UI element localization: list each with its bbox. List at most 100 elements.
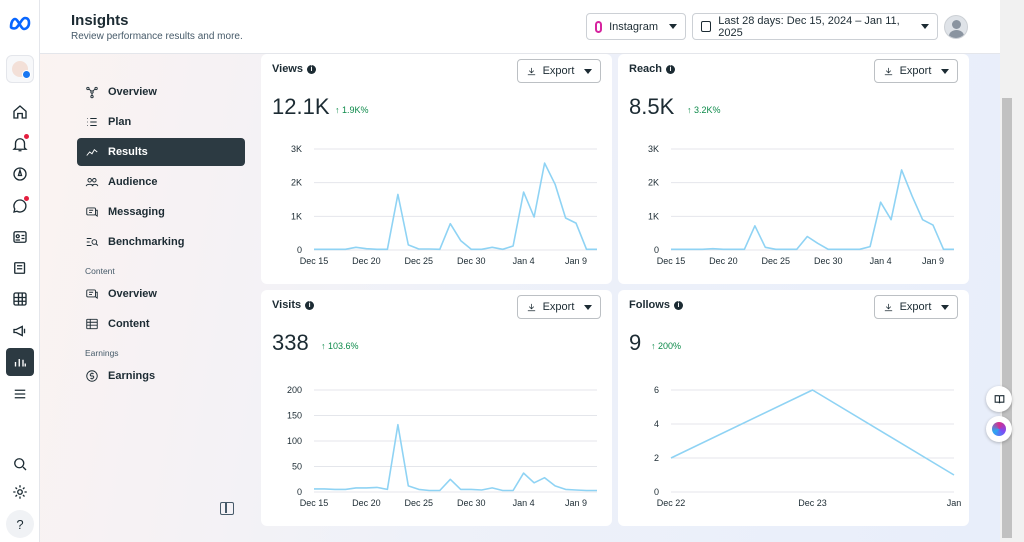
y-tick-label: 100 bbox=[287, 436, 302, 446]
nav-overview[interactable]: Overview bbox=[77, 78, 245, 106]
meta-ai-icon[interactable] bbox=[986, 416, 1012, 442]
meta-logo-icon[interactable] bbox=[6, 10, 34, 38]
y-tick-label: 4 bbox=[654, 419, 659, 429]
trend-icon bbox=[86, 148, 98, 156]
x-tick-label: Jan 9 bbox=[565, 256, 587, 266]
benchmark-icon bbox=[86, 238, 99, 246]
info-icon[interactable]: i bbox=[673, 300, 683, 310]
reach-export-button[interactable]: Export bbox=[874, 59, 958, 83]
visits-delta: ↑ 103.6% bbox=[321, 341, 359, 351]
collapse-panel-icon[interactable] bbox=[220, 502, 234, 515]
series-line bbox=[671, 169, 954, 251]
card-title-text: Follows bbox=[629, 299, 670, 311]
search-icon[interactable] bbox=[6, 450, 34, 478]
x-tick-label: Dec 25 bbox=[405, 498, 434, 508]
left-rail: ? bbox=[0, 0, 40, 542]
nav-earnings[interactable]: Earnings bbox=[77, 362, 245, 390]
x-tick-label: Dec 20 bbox=[352, 498, 381, 508]
date-range-label: Last 28 days: Dec 15, 2024 – Jan 11, 202… bbox=[718, 14, 900, 39]
follows-export-button[interactable]: Export bbox=[874, 295, 958, 319]
nav-content-overview[interactable]: Overview bbox=[77, 280, 245, 308]
download-icon bbox=[884, 303, 892, 311]
chat-icon[interactable] bbox=[6, 192, 34, 220]
nav-plan[interactable]: Plan bbox=[77, 108, 245, 136]
nav-content[interactable]: Content bbox=[77, 310, 245, 338]
people-icon bbox=[85, 178, 99, 187]
y-tick-label: 6 bbox=[654, 385, 659, 395]
reach-value: 8.5K bbox=[629, 94, 675, 119]
x-tick-label: Jan 4 bbox=[513, 256, 535, 266]
x-tick-label: Dec 30 bbox=[814, 256, 843, 266]
nav-messaging[interactable]: Messaging bbox=[77, 198, 245, 226]
visits-card-title: Visits i bbox=[272, 299, 315, 311]
nav-label: Audience bbox=[108, 176, 158, 188]
compass-icon[interactable] bbox=[6, 160, 34, 188]
x-tick-label: Dec 15 bbox=[300, 256, 329, 266]
follows-chart: 0 2 4 6 Dec 22 Dec 23 Jan bbox=[654, 385, 962, 508]
scrollbar[interactable] bbox=[1000, 0, 1024, 542]
calendar-icon bbox=[701, 21, 712, 32]
info-icon[interactable]: i bbox=[666, 64, 676, 74]
series-line bbox=[314, 162, 597, 251]
y-tick-label: 0 bbox=[654, 245, 659, 255]
y-tick-label: 0 bbox=[297, 487, 302, 497]
platform-selector[interactable]: Instagram bbox=[586, 13, 686, 40]
y-tick-label: 3K bbox=[648, 144, 659, 154]
book-icon[interactable] bbox=[986, 386, 1012, 412]
info-icon[interactable]: i bbox=[307, 64, 316, 74]
contact-card-icon[interactable] bbox=[6, 223, 34, 251]
x-tick-label: Dec 20 bbox=[709, 256, 738, 266]
y-tick-label: 200 bbox=[287, 385, 302, 395]
bell-icon[interactable] bbox=[6, 130, 34, 158]
y-tick-label: 1K bbox=[648, 211, 659, 221]
reach-card: Reach i Export 8.5K ↑ 3.2K% 0 1K 2K 3K Dec 15… bbox=[618, 54, 969, 284]
follows-card: Follows i Export 9 ↑ 200% 0 2 4 6 Dec 22 Dec 2… bbox=[618, 290, 969, 526]
views-export-button[interactable]: Export bbox=[517, 59, 601, 83]
chevron-down-icon bbox=[584, 68, 593, 74]
earnings-section-label: Earnings bbox=[85, 348, 119, 358]
page-subtitle: Review performance results and more. bbox=[71, 31, 243, 42]
insights-icon[interactable] bbox=[6, 348, 34, 376]
help-icon[interactable]: ? bbox=[6, 510, 34, 538]
header-bar: Insights Review performance results and … bbox=[40, 0, 1000, 54]
profile-avatar[interactable] bbox=[944, 15, 968, 39]
nav-label: Overview bbox=[108, 288, 157, 300]
download-icon bbox=[527, 67, 535, 75]
nav-label: Plan bbox=[108, 116, 132, 128]
x-tick-label: Dec 30 bbox=[457, 498, 486, 508]
x-tick-label: Jan bbox=[947, 498, 962, 508]
download-icon bbox=[527, 303, 535, 311]
y-tick-label: 1K bbox=[291, 211, 302, 221]
account-avatar[interactable] bbox=[6, 55, 34, 83]
follows-delta: ↑ 200% bbox=[651, 341, 682, 351]
nav-benchmarking[interactable]: Benchmarking bbox=[77, 228, 245, 256]
views-card: Views i Export 12.1K ↑ 1.9K% 0 1K 2K 3K Dec 1… bbox=[261, 54, 612, 284]
menu-icon[interactable] bbox=[6, 380, 34, 408]
x-tick-label: Dec 30 bbox=[457, 256, 486, 266]
visits-export-button[interactable]: Export bbox=[517, 295, 601, 319]
megaphone-icon[interactable] bbox=[6, 317, 34, 345]
dollar-icon bbox=[86, 370, 98, 382]
reach-chart: 0 1K 2K 3K Dec 15 Dec 20 Dec 25 Dec 30 Jan 4 Jan … bbox=[648, 144, 955, 266]
y-tick-label: 50 bbox=[292, 462, 302, 472]
date-range-selector[interactable]: Last 28 days: Dec 15, 2024 – Jan 11, 202… bbox=[692, 13, 938, 40]
nav-audience[interactable]: Audience bbox=[77, 168, 245, 196]
scrollbar-thumb[interactable] bbox=[1002, 98, 1012, 538]
main-area: Insights Review performance results and … bbox=[40, 0, 1000, 542]
pages-icon[interactable] bbox=[6, 254, 34, 282]
home-icon[interactable] bbox=[6, 98, 34, 126]
export-label: Export bbox=[899, 301, 932, 313]
messaging-icon bbox=[86, 207, 98, 217]
card-title-text: Reach bbox=[629, 63, 663, 75]
nav-results[interactable]: Results bbox=[77, 138, 245, 166]
gear-icon[interactable] bbox=[6, 478, 34, 506]
y-tick-label: 0 bbox=[654, 487, 659, 497]
grid-icon[interactable] bbox=[6, 285, 34, 313]
info-icon[interactable]: i bbox=[305, 300, 315, 310]
reach-card-title: Reach i bbox=[629, 63, 676, 75]
instagram-icon bbox=[595, 20, 603, 33]
y-tick-label: 2K bbox=[648, 178, 659, 188]
follows-value: 9 bbox=[629, 330, 642, 355]
series-line bbox=[670, 389, 955, 476]
nav-label: Overview bbox=[108, 86, 157, 98]
